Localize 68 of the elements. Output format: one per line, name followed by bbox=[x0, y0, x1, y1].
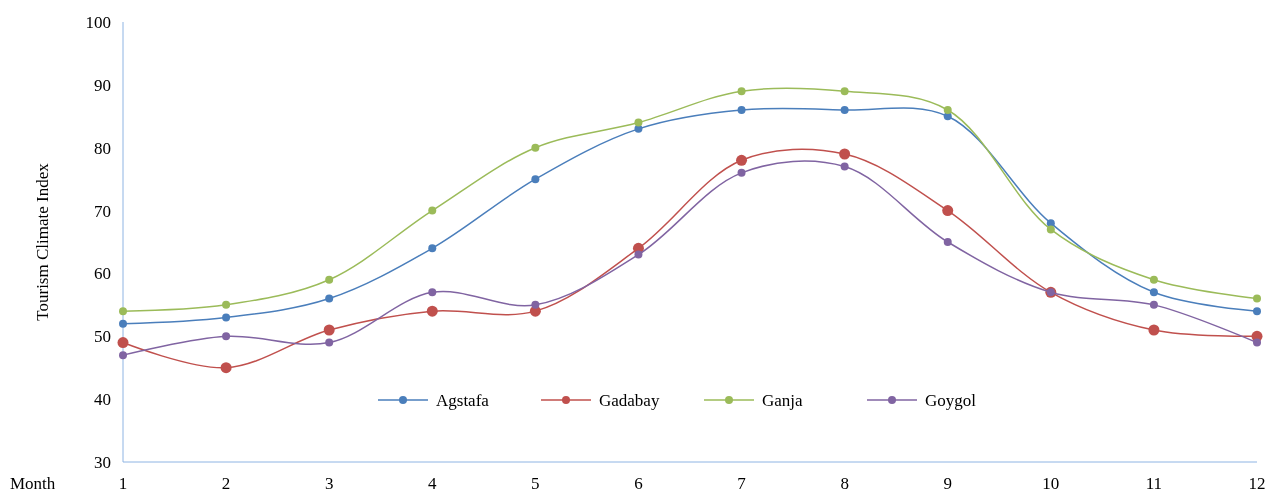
x-tick-label: 9 bbox=[943, 474, 952, 493]
point bbox=[325, 275, 334, 284]
y-tick-label: 40 bbox=[94, 390, 111, 410]
point bbox=[1148, 324, 1160, 336]
x-tick-label: 2 bbox=[221, 474, 231, 493]
point bbox=[119, 319, 127, 328]
point bbox=[426, 305, 438, 317]
x-tick-label: 11 bbox=[1145, 474, 1163, 493]
point bbox=[736, 154, 748, 166]
point bbox=[119, 307, 127, 316]
point bbox=[737, 87, 746, 96]
point bbox=[634, 124, 643, 133]
point bbox=[1046, 219, 1055, 228]
point bbox=[737, 106, 746, 114]
legend-label: Ganja bbox=[762, 390, 804, 410]
point bbox=[222, 332, 231, 341]
y-tick-label: 80 bbox=[94, 138, 111, 158]
point bbox=[323, 324, 335, 336]
point bbox=[1253, 307, 1261, 316]
point bbox=[943, 106, 952, 114]
y-tick-label: 60 bbox=[94, 264, 111, 284]
y-tick-label: 50 bbox=[94, 327, 111, 347]
x-tick-label: 6 bbox=[634, 474, 643, 493]
x-axis-title: Month bbox=[10, 474, 56, 493]
point bbox=[1253, 294, 1261, 303]
x-tick-label: 12 bbox=[1248, 474, 1266, 493]
point bbox=[840, 87, 849, 96]
legend-label: Agstafa bbox=[436, 390, 490, 410]
point bbox=[117, 337, 129, 349]
x-tick-label: 1 bbox=[118, 474, 128, 493]
point bbox=[531, 175, 540, 184]
point bbox=[325, 338, 334, 347]
y-tick-label: 100 bbox=[85, 12, 111, 32]
point bbox=[119, 351, 127, 360]
point bbox=[428, 206, 437, 215]
point bbox=[531, 143, 540, 152]
x-tick-label: 5 bbox=[531, 474, 540, 493]
legend-label: Goygol bbox=[925, 390, 977, 410]
point bbox=[428, 244, 437, 253]
x-tick-label: 3 bbox=[324, 474, 334, 493]
point bbox=[222, 300, 231, 309]
point bbox=[839, 148, 851, 160]
legend-label: Gadabay bbox=[599, 390, 660, 410]
point bbox=[840, 106, 849, 114]
point bbox=[634, 118, 643, 127]
point bbox=[428, 288, 437, 297]
y-tick-label: 30 bbox=[94, 452, 111, 472]
x-tick-label: 10 bbox=[1042, 474, 1060, 493]
y-tick-label: 90 bbox=[94, 75, 111, 95]
point bbox=[325, 294, 334, 303]
x-tick-label: 7 bbox=[737, 474, 747, 493]
y-axis-title: Tourism Climate Index bbox=[33, 162, 52, 321]
point bbox=[531, 300, 540, 309]
x-tick-label: 4 bbox=[428, 474, 438, 493]
point bbox=[222, 313, 231, 322]
x-tick-label: 8 bbox=[840, 474, 849, 493]
point bbox=[1253, 338, 1261, 347]
point bbox=[634, 250, 643, 259]
point bbox=[1149, 300, 1158, 309]
point bbox=[840, 162, 849, 171]
point bbox=[943, 238, 952, 246]
point bbox=[1046, 225, 1055, 234]
point bbox=[737, 168, 746, 177]
y-tick-label: 70 bbox=[94, 201, 111, 221]
point bbox=[1149, 275, 1158, 284]
point bbox=[1149, 288, 1158, 297]
point bbox=[942, 205, 954, 217]
point bbox=[220, 362, 232, 374]
